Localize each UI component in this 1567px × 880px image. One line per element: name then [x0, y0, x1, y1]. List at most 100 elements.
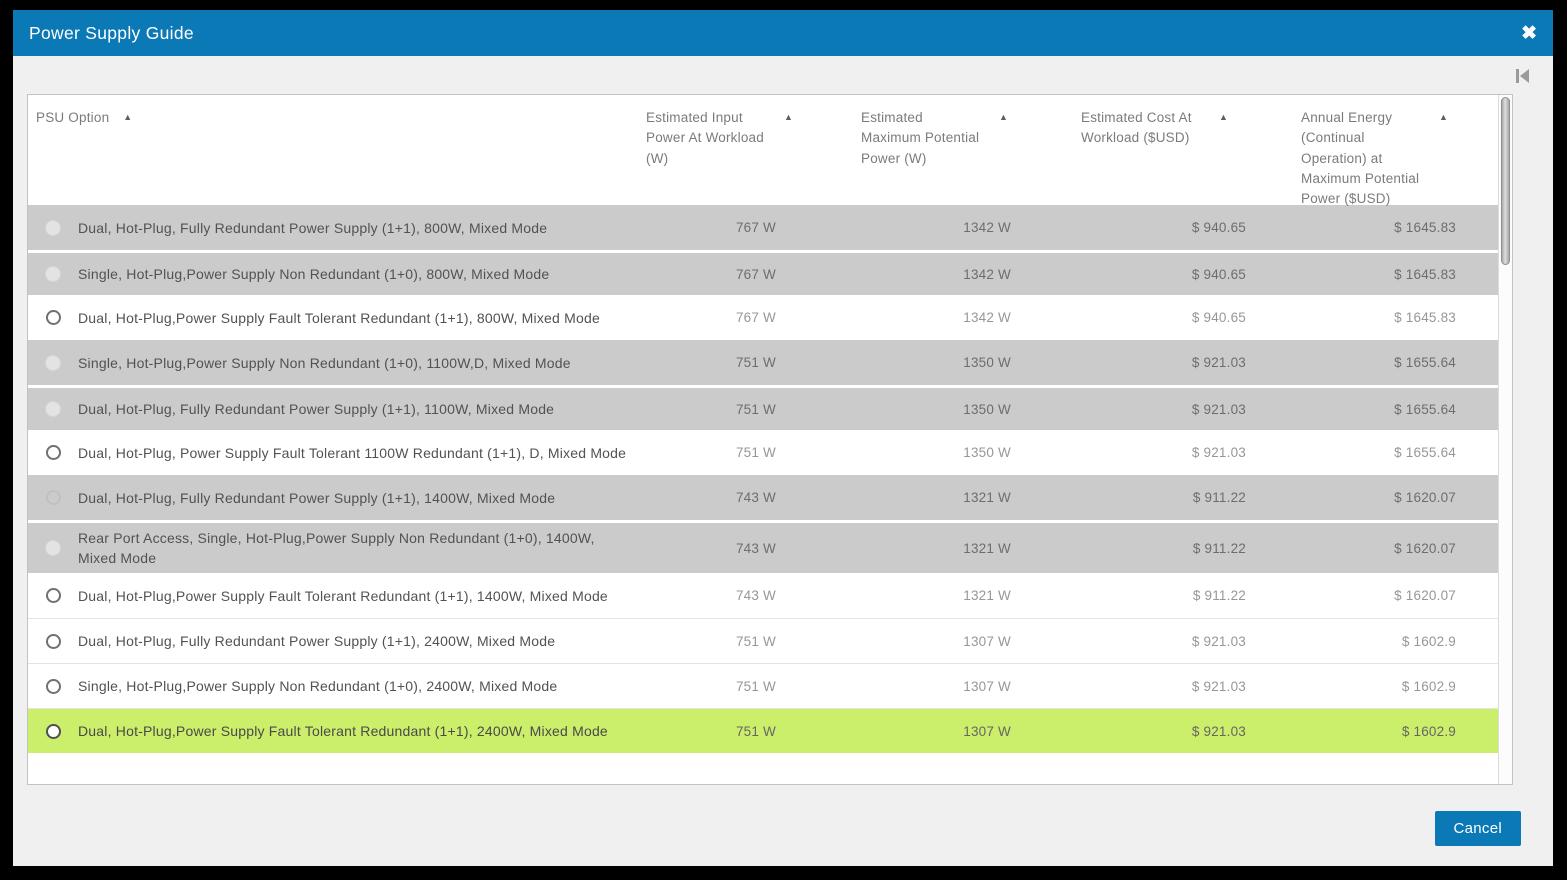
input-power-value: 767 W	[735, 310, 776, 325]
annual-energy-value: $ 1655.64	[1394, 401, 1456, 417]
table-row[interactable]: Dual, Hot-Plug,Power Supply Fault Tolera…	[28, 573, 1512, 618]
cost-at-workload-value: $ 921.03	[1191, 723, 1246, 739]
max-potential-power-value: 1321 W	[963, 540, 1011, 556]
radio-button[interactable]	[45, 266, 61, 282]
cost-at-workload-value: $ 921.03	[1191, 355, 1246, 370]
column-header[interactable]: Estimated Input Power At Workload (W) ▲	[646, 108, 861, 209]
max-potential-power-value: 1350 W	[963, 355, 1011, 370]
cost-at-workload-value: $ 940.65	[1191, 220, 1246, 235]
psu-option-label: Dual, Hot-Plug,Power Supply Fault Tolera…	[78, 309, 600, 326]
vertical-scrollbar-track[interactable]	[1498, 95, 1512, 784]
cost-at-workload-value: $ 940.65	[1191, 310, 1246, 325]
cost-at-workload-value: $ 921.03	[1191, 678, 1246, 694]
column-header-label: PSU Option	[36, 110, 110, 125]
table-row[interactable]: Single, Hot-Plug,Power Supply Non Redund…	[28, 340, 1512, 385]
psu-option-label: Single, Hot-Plug,Power Supply Non Redund…	[78, 678, 558, 694]
radio-button[interactable]	[45, 633, 61, 649]
radio-button[interactable]	[45, 354, 61, 371]
psu-option-cell: Dual, Hot-Plug, Power Supply Fault Toler…	[78, 443, 632, 463]
table-row[interactable]: Single, Hot-Plug,Power Supply Non Redund…	[28, 663, 1512, 708]
radio-button[interactable]	[45, 401, 61, 417]
radio-cell	[28, 723, 78, 739]
dialog-footer: Cancel	[13, 785, 1553, 866]
table-row[interactable]: Rear Port Access, Single, Hot-Plug,Power…	[28, 520, 1512, 573]
input-power-value: 743 W	[735, 490, 776, 505]
column-header[interactable]: Estimated Maximum Potential Power (W) ▲	[861, 108, 1081, 209]
psu-option-label: Dual, Hot-Plug, Fully Redundant Power Su…	[78, 219, 548, 236]
psu-option-label: Dual, Hot-Plug, Fully Redundant Power Su…	[78, 633, 556, 649]
cancel-button[interactable]: Cancel	[1434, 811, 1521, 846]
close-icon[interactable]: ✖	[1521, 22, 1537, 44]
cost-at-workload-value: $ 921.03	[1191, 633, 1246, 649]
max-potential-power-value: 1342 W	[963, 266, 1011, 282]
sort-ascending-icon: ▲	[123, 112, 133, 122]
column-header-label: Estimated Maximum Potential Power (W)	[861, 110, 980, 166]
table-row[interactable]: Dual, Hot-Plug,Power Supply Fault Tolera…	[28, 708, 1512, 753]
radio-button[interactable]	[45, 588, 61, 603]
column-header[interactable]: PSU Option ▲	[28, 108, 646, 209]
psu-option-label: Dual, Hot-Plug, Fully Redundant Power Su…	[78, 489, 556, 506]
collapse-panel-icon[interactable]	[1516, 69, 1529, 83]
sort-ascending-icon: ▲	[1439, 112, 1448, 122]
annual-energy-value: $ 1645.83	[1394, 266, 1456, 282]
psu-option-cell: Dual, Hot-Plug,Power Supply Fault Tolera…	[78, 721, 632, 741]
radio-button[interactable]	[45, 490, 61, 505]
radio-button[interactable]	[45, 310, 61, 325]
radio-button[interactable]	[45, 723, 61, 739]
max-potential-power-value: 1342 W	[963, 220, 1011, 235]
psu-option-cell: Dual, Hot-Plug,Power Supply Fault Tolera…	[78, 586, 632, 606]
radio-cell	[28, 540, 78, 556]
max-potential-power-value: 1321 W	[963, 490, 1011, 505]
table-row[interactable]: Dual, Hot-Plug, Fully Redundant Power Su…	[28, 618, 1512, 663]
input-power-value: 751 W	[735, 678, 776, 694]
cost-at-workload-value: $ 921.03	[1191, 445, 1246, 460]
dialog-titlebar: Power Supply Guide ✖	[13, 10, 1553, 56]
annual-energy-value: $ 1645.83	[1394, 310, 1456, 325]
column-header[interactable]: Annual Energy (Continual Operation) at M…	[1301, 108, 1512, 209]
collapse-icon-triangle	[1520, 69, 1529, 83]
radio-button[interactable]	[45, 678, 61, 694]
annual-energy-value: $ 1602.9	[1401, 633, 1456, 649]
psu-options-table: PSU Option ▲ Estimated Input Power At Wo…	[27, 94, 1513, 785]
input-power-value: 751 W	[735, 633, 776, 649]
table-row[interactable]: Dual, Hot-Plug,Power Supply Fault Tolera…	[28, 295, 1512, 340]
max-potential-power-value: 1350 W	[963, 401, 1011, 417]
radio-cell	[28, 401, 78, 417]
psu-option-label: Dual, Hot-Plug,Power Supply Fault Tolera…	[78, 587, 608, 604]
dialog-title: Power Supply Guide	[29, 22, 194, 43]
radio-button[interactable]	[45, 445, 61, 460]
psu-option-cell: Dual, Hot-Plug, Fully Redundant Power Su…	[78, 218, 632, 238]
psu-option-cell: Dual, Hot-Plug, Fully Redundant Power Su…	[78, 631, 632, 651]
collapse-icon-bar	[1516, 69, 1519, 83]
power-supply-guide-dialog: Power Supply Guide ✖ PSU Option ▲ Estima…	[13, 10, 1553, 866]
psu-option-cell: Single, Hot-Plug,Power Supply Non Redund…	[78, 353, 632, 373]
psu-option-cell: Dual, Hot-Plug, Fully Redundant Power Su…	[78, 399, 632, 419]
annual-energy-value: $ 1602.9	[1401, 723, 1456, 739]
table-row[interactable]: Dual, Hot-Plug, Fully Redundant Power Su…	[28, 475, 1512, 520]
radio-button[interactable]	[45, 219, 61, 236]
cost-at-workload-value: $ 911.22	[1192, 588, 1246, 603]
psu-option-label: Single, Hot-Plug,Power Supply Non Redund…	[78, 266, 550, 282]
psu-option-label: Rear Port Access, Single, Hot-Plug,Power…	[78, 530, 595, 566]
input-power-value: 751 W	[735, 723, 776, 739]
annual-energy-value: $ 1655.64	[1394, 355, 1456, 370]
column-header[interactable]: Estimated Cost At Workload ($USD) ▲	[1081, 108, 1301, 209]
psu-option-cell: Dual, Hot-Plug, Fully Redundant Power Su…	[78, 488, 632, 508]
psu-option-cell: Dual, Hot-Plug,Power Supply Fault Tolera…	[78, 308, 632, 328]
vertical-scrollbar-thumb[interactable]	[1501, 97, 1510, 265]
annual-energy-value: $ 1620.07	[1394, 588, 1456, 603]
table-row[interactable]: Dual, Hot-Plug, Power Supply Fault Toler…	[28, 430, 1512, 475]
table-row[interactable]: Dual, Hot-Plug, Fully Redundant Power Su…	[28, 205, 1512, 250]
column-header-label: Estimated Cost At Workload ($USD)	[1081, 110, 1192, 146]
input-power-value: 751 W	[735, 445, 776, 460]
max-potential-power-value: 1321 W	[963, 588, 1011, 603]
radio-cell	[28, 633, 78, 649]
table-row[interactable]: Dual, Hot-Plug, Fully Redundant Power Su…	[28, 385, 1512, 430]
max-potential-power-value: 1307 W	[963, 678, 1011, 694]
radio-button[interactable]	[45, 540, 61, 556]
psu-option-label: Dual, Hot-Plug,Power Supply Fault Tolera…	[78, 723, 608, 739]
psu-option-cell: Single, Hot-Plug,Power Supply Non Redund…	[78, 676, 632, 696]
cost-at-workload-value: $ 911.22	[1192, 540, 1246, 556]
input-power-value: 743 W	[735, 588, 776, 603]
table-row[interactable]: Single, Hot-Plug,Power Supply Non Redund…	[28, 250, 1512, 295]
